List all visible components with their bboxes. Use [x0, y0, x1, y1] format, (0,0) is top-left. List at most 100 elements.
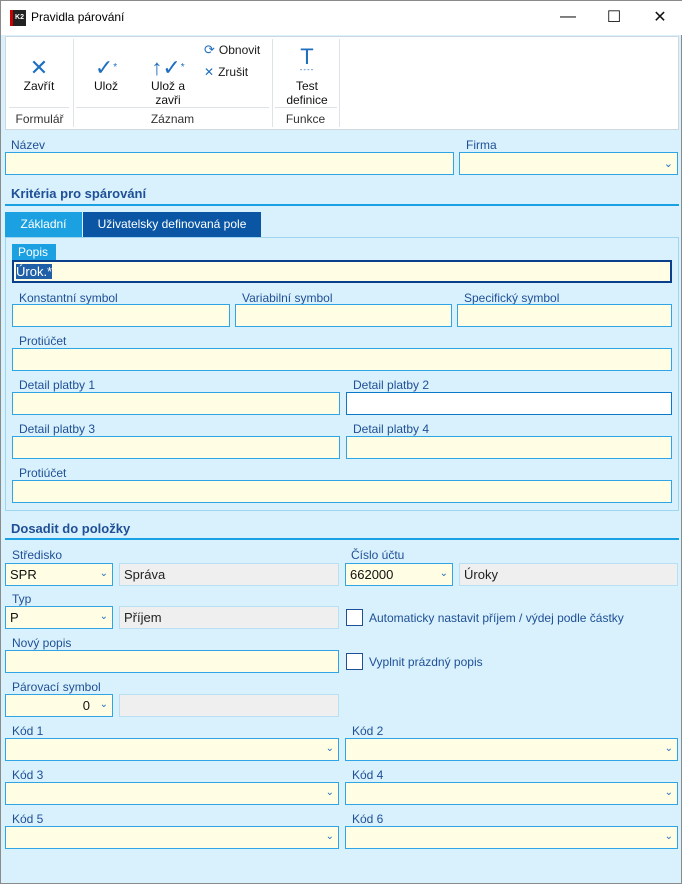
lookup-icon: ⌄	[99, 568, 108, 579]
tab-basic[interactable]: Základní	[5, 212, 82, 237]
close-window-button[interactable]: ✕	[653, 9, 667, 26]
group-label: Funkce	[285, 112, 326, 126]
vs-input[interactable]	[235, 304, 452, 327]
novy-popis-input[interactable]	[5, 650, 339, 673]
firm-select[interactable]: ⌄	[459, 152, 678, 175]
kod1-picker[interactable]: ⌄	[5, 738, 339, 761]
divider	[5, 538, 679, 540]
kod5-label: Kód 5	[12, 812, 44, 826]
kod3-label: Kód 3	[12, 768, 44, 782]
ucet-name: Úroky	[459, 563, 678, 586]
dp2-input[interactable]	[346, 392, 672, 415]
close-button[interactable]: ✕ Zavřít	[15, 45, 63, 94]
ks-label: Konstantní symbol	[19, 291, 118, 305]
divider	[272, 39, 273, 127]
stredisko-name: Správa	[119, 563, 339, 586]
test-definition-button[interactable]: T ---- Test definice	[286, 44, 328, 108]
dp3-label: Detail platby 3	[19, 422, 96, 436]
upload-check-icon: ↑✓ *	[151, 55, 185, 80]
auto-label: Automaticky nastavit příjem / výdej podl…	[369, 611, 624, 625]
parovaci-picker[interactable]: 0 ⌄	[5, 694, 113, 717]
kod6-picker[interactable]: ⌄	[345, 826, 678, 849]
assign-section-title: Dosadit do položky	[11, 521, 131, 536]
typ-picker[interactable]: P ⌄	[5, 606, 113, 629]
divider	[76, 107, 269, 108]
chevron-down-icon: ⌄	[663, 158, 673, 170]
lookup-icon: ⌄	[325, 831, 334, 842]
stredisko-label: Středisko	[12, 548, 63, 562]
ss-label: Specifický symbol	[464, 291, 560, 305]
save-button[interactable]: ✓ * Ulož	[83, 45, 129, 94]
close-icon: ✕	[29, 55, 49, 80]
ucet-label: Číslo účtu	[351, 548, 405, 562]
popis-input[interactable]: Úrok.*	[12, 260, 672, 283]
protiucet2-input[interactable]	[12, 480, 672, 503]
parovaci-label: Párovací symbol	[12, 680, 101, 694]
ks-input[interactable]	[12, 304, 230, 327]
dp4-label: Detail platby 4	[353, 422, 430, 436]
kod2-picker[interactable]: ⌄	[345, 738, 678, 761]
kod4-picker[interactable]: ⌄	[345, 782, 678, 805]
kod5-picker[interactable]: ⌄	[5, 826, 339, 849]
name-label: Název	[11, 138, 46, 152]
minimize-button[interactable]: —	[560, 8, 576, 25]
lookup-icon: ⌄	[99, 611, 108, 622]
refresh-icon: ⟳	[204, 42, 215, 57]
window-title: Pravidla párování	[31, 10, 125, 24]
x-icon: ✕	[204, 65, 215, 79]
dp2-label: Detail platby 2	[353, 378, 430, 392]
dp1-input[interactable]	[12, 392, 340, 415]
auto-checkbox[interactable]	[346, 609, 363, 626]
refresh-button[interactable]: ⟳ Obnovit	[204, 42, 261, 57]
divider	[5, 204, 679, 206]
maximize-button[interactable]: ☐	[606, 9, 622, 26]
stredisko-picker[interactable]: SPR ⌄	[5, 563, 113, 586]
cancel-button[interactable]: ✕ Zrušit	[204, 65, 249, 79]
kod6-label: Kód 6	[352, 812, 384, 826]
ribbon	[5, 36, 679, 130]
criteria-section-title: Kritéria pro spárování	[11, 186, 147, 201]
lookup-icon: ⌄	[664, 743, 673, 754]
fill-checkbox[interactable]	[346, 653, 363, 670]
tab-user-defined[interactable]: Uživatelsky definovaná pole	[83, 212, 261, 237]
typ-label: Typ	[12, 592, 32, 606]
group-label: Záznam	[150, 112, 195, 126]
fill-label: Vyplnit prázdný popis	[369, 655, 483, 669]
typ-name: Příjem	[119, 606, 339, 629]
kod3-picker[interactable]: ⌄	[5, 782, 339, 805]
title-bar: K2 Pravidla párování — ☐ ✕	[1, 1, 682, 35]
protiucet2-label: Protiúčet	[19, 466, 67, 480]
firm-label: Firma	[466, 138, 497, 152]
lookup-icon: ⌄	[664, 831, 673, 842]
kod4-label: Kód 4	[352, 768, 384, 782]
dp3-input[interactable]	[12, 436, 340, 459]
app-logo: K2	[10, 10, 26, 26]
lookup-icon: ⌄	[325, 787, 334, 798]
protiucet-label: Protiúčet	[19, 334, 67, 348]
protiucet-input[interactable]	[12, 348, 672, 371]
ss-input[interactable]	[457, 304, 672, 327]
group-label: Formulář	[15, 112, 64, 126]
lookup-icon: ⌄	[325, 743, 334, 754]
name-input[interactable]	[5, 152, 454, 175]
novy-popis-label: Nový popis	[12, 636, 72, 650]
check-star-icon: ✓ *	[94, 55, 118, 80]
text-baseline-icon: T ----	[299, 44, 315, 74]
parovaci-name	[119, 694, 339, 717]
dp1-label: Detail platby 1	[19, 378, 96, 392]
divider	[275, 107, 337, 108]
popis-label: Popis	[12, 244, 56, 261]
dp4-input[interactable]	[346, 436, 672, 459]
divider	[73, 39, 74, 127]
divider	[339, 39, 340, 127]
divider	[9, 107, 69, 108]
kod1-label: Kód 1	[12, 724, 44, 738]
save-close-button[interactable]: ↑✓ * Ulož a zavři	[141, 41, 195, 108]
lookup-icon: ⌄	[664, 787, 673, 798]
kod2-label: Kód 2	[352, 724, 384, 738]
lookup-icon: ⌄	[99, 699, 108, 710]
vs-label: Variabilní symbol	[242, 291, 333, 305]
tab-panel	[5, 237, 679, 511]
lookup-icon: ⌄	[439, 568, 448, 579]
ucet-picker[interactable]: 662000 ⌄	[345, 563, 453, 586]
